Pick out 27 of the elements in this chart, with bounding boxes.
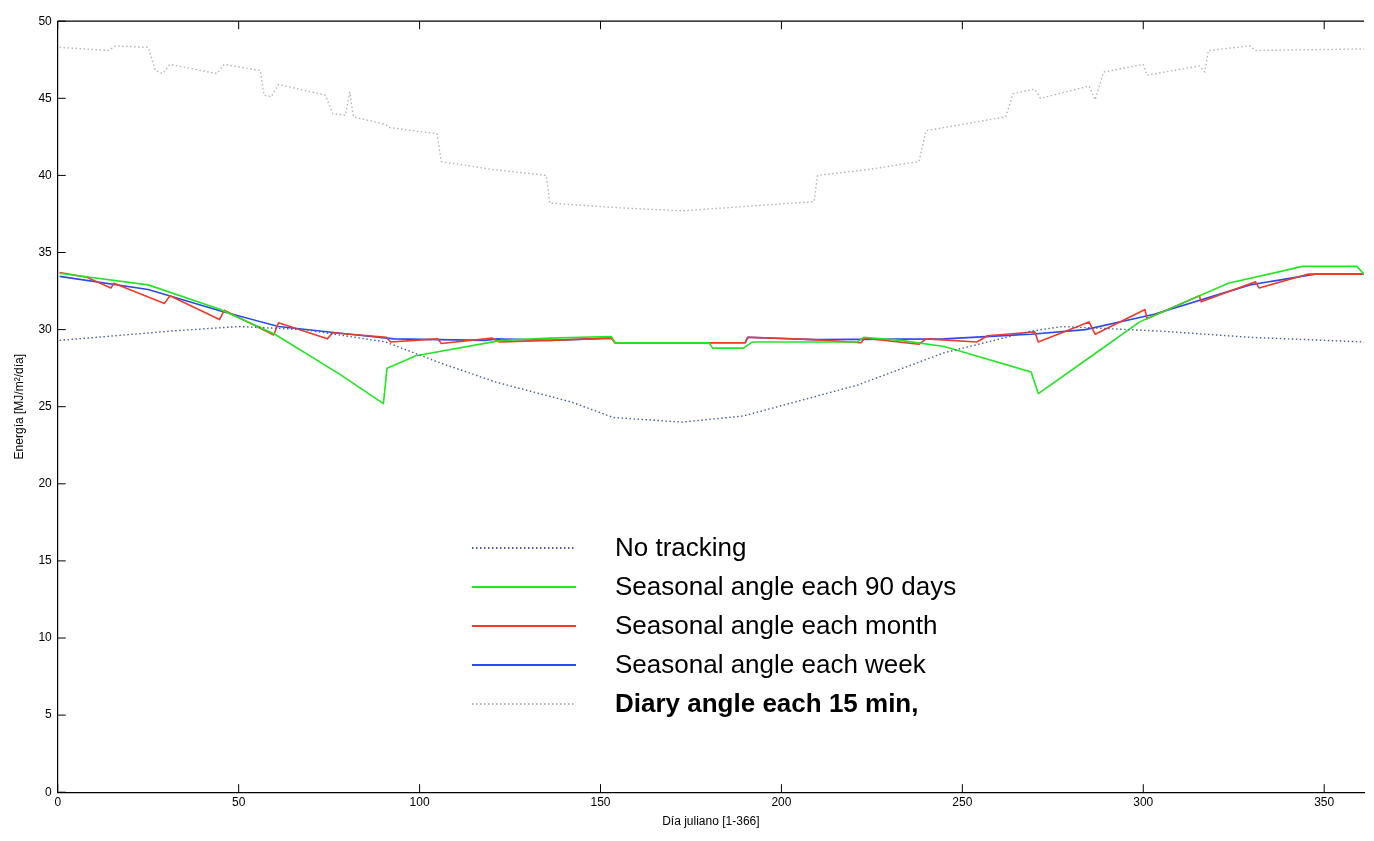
legend-label: Seasonal angle each month (615, 610, 938, 641)
x-tick-label: 200 (771, 794, 792, 809)
y-tick-label: 10 (38, 630, 53, 645)
line-series (58, 325, 1364, 423)
x-tick-label: 50 (231, 794, 246, 809)
y-tick-label: 25 (38, 399, 53, 414)
x-tick-label: 250 (952, 794, 973, 809)
legend-label: No tracking (615, 532, 747, 563)
legend-label: Seasonal angle each week (615, 649, 926, 680)
x-axis-title: Día juliano [1-366] (662, 814, 760, 829)
x-tick-label: 350 (1314, 794, 1335, 809)
y-tick-label: 5 (45, 707, 53, 722)
y-tick-label: 15 (38, 553, 53, 568)
y-tick-label: 40 (38, 167, 53, 182)
line-series (58, 45, 1364, 212)
legend-label: Seasonal angle each 90 days (615, 571, 957, 602)
x-tick-label: 300 (1133, 794, 1154, 809)
legend-label: Diary angle each 15 min, (615, 688, 919, 719)
y-tick-label: 45 (38, 90, 53, 105)
y-tick-label: 20 (38, 476, 53, 491)
y-tick-label: 0 (45, 784, 53, 799)
y-axis-title: Energía [MJ/m²/día] (11, 354, 26, 460)
x-tick-label: 100 (409, 794, 430, 809)
y-tick-label: 30 (38, 321, 53, 336)
y-tick-label: 50 (38, 13, 53, 28)
y-tick-label: 35 (38, 244, 53, 259)
x-tick-label: 150 (590, 794, 611, 809)
